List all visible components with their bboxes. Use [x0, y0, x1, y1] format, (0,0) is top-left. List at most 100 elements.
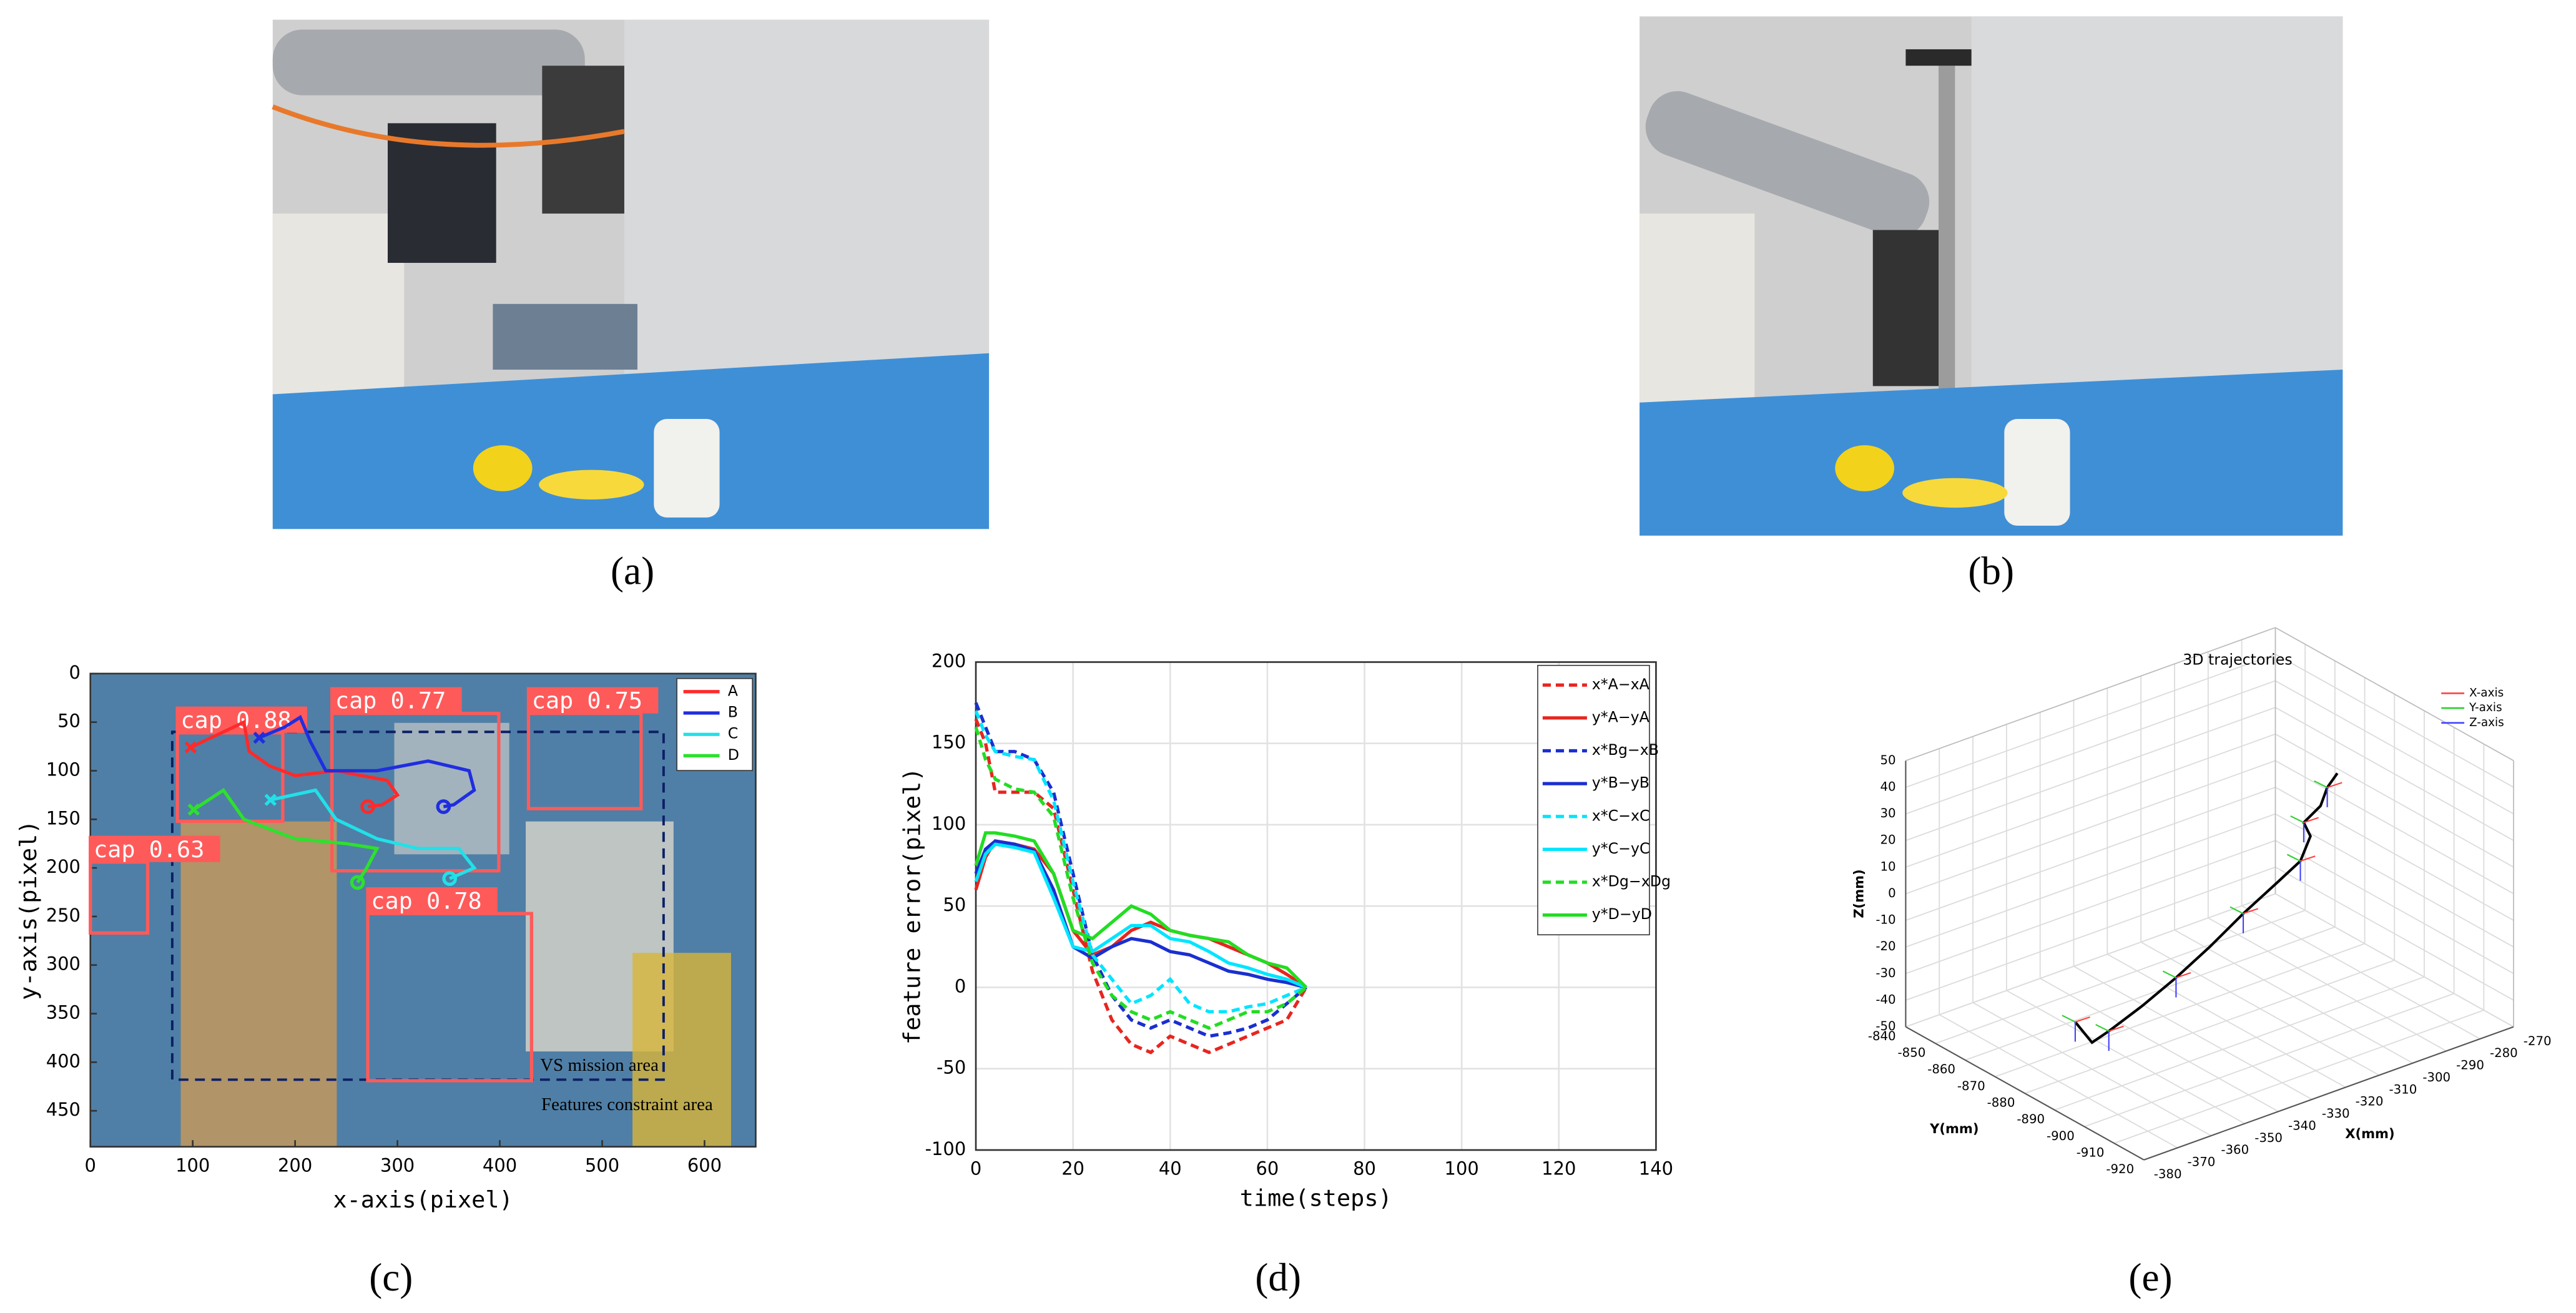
grid-line	[2275, 840, 2514, 975]
end-marker	[350, 875, 365, 890]
detection-tag	[89, 835, 220, 862]
z-tick-label: -50	[1875, 1019, 1895, 1033]
x-tick-label: 120	[1541, 1158, 1576, 1179]
panel-label: (d)	[1255, 1256, 1301, 1299]
y-axis-label: y-axis(pixel)	[15, 820, 42, 1000]
panel-label: (a)	[611, 549, 654, 593]
grid-line	[2275, 760, 2514, 895]
legend-label: y*C−yC	[1592, 840, 1650, 857]
grid-line	[2084, 993, 2454, 1128]
x-tick-label: -360	[2221, 1143, 2249, 1157]
detection-tag	[366, 887, 498, 914]
x-tick-label: 40	[1159, 1158, 1182, 1179]
y-tick-label: -850	[1898, 1046, 1926, 1060]
x-axis-label: x-axis(pixel)	[333, 1186, 513, 1213]
y-tick-label: 250	[46, 905, 81, 926]
image-object	[632, 953, 731, 1147]
z-tick-label: 40	[1880, 779, 1896, 794]
legend-label: D	[728, 746, 739, 764]
trajectory	[190, 719, 400, 809]
frame-x	[2243, 908, 2259, 915]
x-tick-label: -280	[2490, 1046, 2518, 1060]
z-tick-label: 20	[1880, 833, 1896, 847]
grid-line	[1965, 926, 2336, 1061]
x-axis-label: time(steps)	[1240, 1184, 1392, 1211]
grid-line	[2024, 960, 2395, 1094]
panel-label: (b)	[1968, 549, 2014, 593]
y-tick-label: 100	[932, 813, 966, 834]
y-tick-label: 50	[57, 711, 81, 732]
x-tick-label: 20	[1061, 1158, 1084, 1179]
y-tick-label: -860	[1927, 1062, 1955, 1076]
grid-line	[1905, 760, 2276, 895]
trajectory	[270, 788, 477, 880]
grid-line	[1905, 733, 2276, 868]
legend-box	[1537, 664, 1650, 936]
trajectory	[258, 715, 476, 809]
grid-line	[2275, 654, 2514, 788]
grid-line	[2275, 867, 2514, 1001]
x-tick-label: 100	[1445, 1158, 1479, 1179]
grid-line	[1905, 653, 2276, 788]
y-tick-label: -50	[937, 1057, 966, 1078]
chart-e: -380-370-360-350-340-330-320-310-300-290…	[1851, 627, 2552, 1181]
grid-line	[1905, 813, 2276, 948]
x-tick-label: 60	[1256, 1158, 1279, 1179]
x-tick-label: -270	[2524, 1034, 2552, 1048]
x-tick-label: -330	[2322, 1106, 2350, 1121]
annotation: Features constraint area	[541, 1094, 713, 1114]
detection-label: cap 0.78	[371, 887, 481, 914]
y-tick-label: -900	[2047, 1129, 2075, 1143]
detection-label: cap 0.75	[532, 687, 642, 714]
x-tick-label: -380	[2154, 1167, 2182, 1181]
x-tick-label: 300	[380, 1154, 415, 1176]
z-tick-label: 30	[1880, 806, 1896, 820]
z-tick-label: -10	[1875, 913, 1895, 927]
grid-line	[1995, 943, 2365, 1078]
axis-edge	[2143, 1026, 2514, 1161]
series-line	[974, 839, 1307, 990]
x-tick-label: 500	[585, 1154, 619, 1176]
x-tick-label: -290	[2456, 1058, 2484, 1073]
z-axis-label: Z(mm)	[1851, 869, 1867, 918]
y-tick-label: -840	[1868, 1029, 1896, 1043]
series-line	[974, 842, 1307, 989]
x-tick-label: -300	[2422, 1070, 2451, 1084]
x-tick-label: 0	[970, 1158, 981, 1179]
grid-line	[2275, 787, 2514, 921]
start-marker	[184, 741, 197, 754]
y-axis-label: Y(mm)	[1929, 1121, 1979, 1136]
frame-x	[2303, 817, 2319, 824]
grid-line	[2275, 733, 2514, 868]
legend-label: y*A−yA	[1592, 708, 1649, 725]
panel-label: (c)	[369, 1256, 413, 1299]
x-tick-label: -320	[2356, 1094, 2384, 1109]
y-tick-label: 350	[46, 1002, 81, 1023]
grid-line	[2054, 976, 2425, 1111]
grid-line	[2275, 813, 2514, 948]
axis-edge	[1905, 627, 2276, 762]
x-tick-label: 200	[278, 1154, 312, 1176]
frame-y	[2314, 780, 2328, 789]
y-tick-label: -870	[1957, 1079, 1985, 1093]
legend-label: x*Dg−xDg	[1592, 873, 1671, 890]
photo-b	[1639, 16, 2343, 536]
panel-label: (e)	[2128, 1256, 2172, 1299]
frame-x	[2176, 972, 2191, 978]
grid-line	[2275, 707, 2514, 842]
image-object	[394, 722, 509, 855]
x-tick-label: 400	[483, 1154, 517, 1176]
z-tick-label: -30	[1875, 966, 1895, 980]
y-tick-label: 100	[46, 759, 81, 780]
detection-label: cap 0.77	[335, 687, 446, 714]
end-marker	[436, 799, 451, 814]
start-marker	[187, 803, 200, 816]
frame-y	[2062, 1015, 2076, 1023]
series-line	[974, 831, 1308, 989]
z-tick-label: 10	[1880, 859, 1896, 873]
frame-x	[2108, 1025, 2124, 1032]
frame-x	[2075, 1016, 2090, 1023]
chart-c: 0 100 200 300 400 500 600 0 50 100 150 200 250 300 350…	[15, 662, 757, 1213]
legend-label: B	[728, 704, 738, 721]
